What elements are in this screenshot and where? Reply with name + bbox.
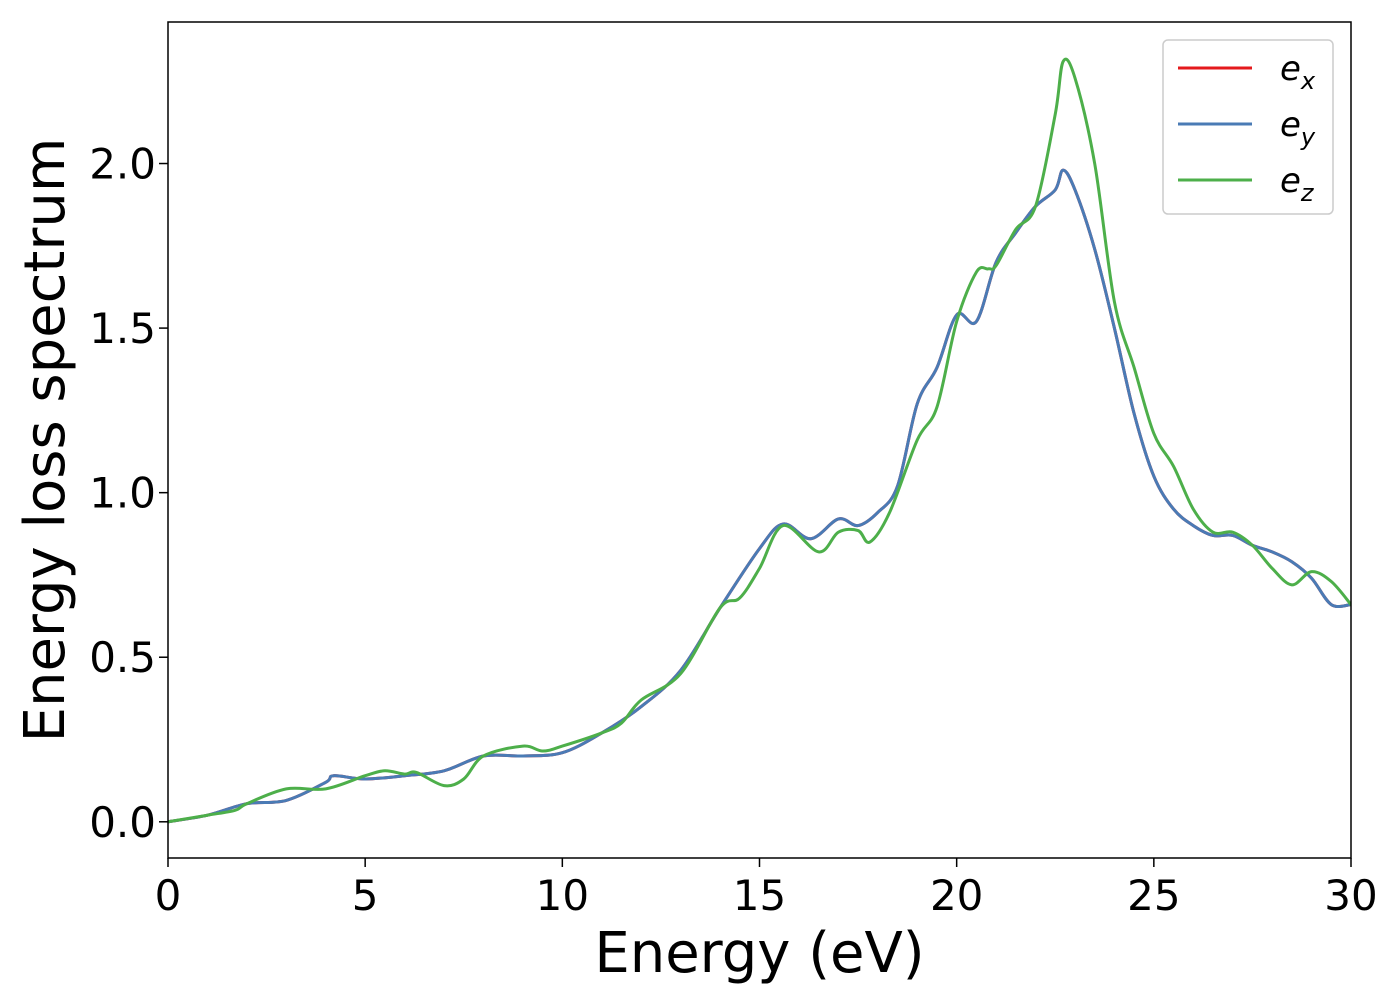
legend-label-z: ez [1280, 161, 1315, 207]
series-layer [168, 57, 1351, 824]
legend-label-base: e [1280, 105, 1301, 145]
y-axis-title: Energy loss spectrum [13, 138, 78, 743]
legend-label-base: e [1280, 49, 1301, 89]
y-tick-label: 1.0 [89, 469, 156, 518]
y-tick-label: 2.0 [89, 140, 156, 189]
x-tick-label: 30 [1324, 871, 1377, 920]
x-tick-label: 0 [155, 871, 182, 920]
legend-label-sub: x [1300, 67, 1316, 95]
series-line-z [168, 57, 1351, 824]
x-tick-label: 20 [930, 871, 983, 920]
y-tick-label: 1.5 [89, 304, 156, 353]
ticks-layer: 0 5 10 15 20 25 30 0.0 0.5 1.0 1.5 2.0 [89, 140, 1378, 920]
legend-label-base: e [1280, 161, 1301, 201]
y-tick-label: 0.0 [89, 798, 156, 847]
x-tick-label: 10 [536, 871, 589, 920]
x-tick-label: 5 [352, 871, 379, 920]
legend-label-sub: z [1300, 179, 1315, 207]
legend-label-x: ex [1280, 49, 1316, 95]
x-tick-label: 15 [733, 871, 786, 920]
x-axis-title: Energy (eV) [594, 921, 924, 986]
series-line-y [168, 168, 1351, 824]
x-tick-label: 25 [1127, 871, 1180, 920]
legend-label-y: ey [1280, 105, 1316, 151]
legend-label-sub: y [1300, 123, 1316, 151]
legend-box [1162, 39, 1334, 215]
y-tick-label: 0.5 [89, 633, 156, 682]
